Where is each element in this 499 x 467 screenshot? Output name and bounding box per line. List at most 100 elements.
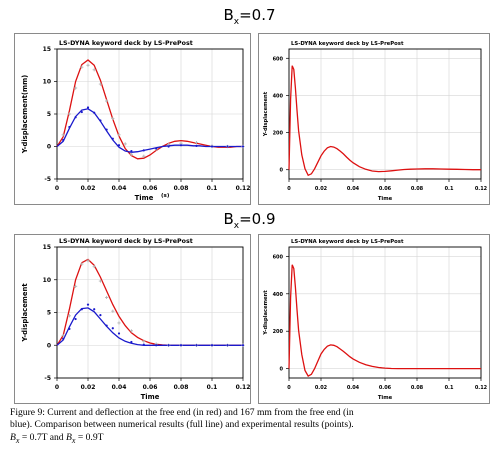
caption-line-2: blue). Comparison between numerical resu… bbox=[10, 419, 354, 431]
x-tick-label: 0.12 bbox=[475, 385, 488, 391]
data-point-experimental-current bbox=[80, 65, 84, 69]
chart-panel-deflection-bx07: LS-DYNA keyword deck by LS-PrePost 0 0.02 0… bbox=[14, 33, 251, 205]
y-tick-label: 200 bbox=[273, 131, 284, 137]
data-point-experimental-deflection bbox=[155, 344, 158, 347]
plot-frame bbox=[288, 48, 482, 180]
series-line-blue bbox=[56, 307, 243, 346]
section-title-bx07: Bx=0.7 bbox=[223, 6, 276, 27]
data-point-experimental-deflection bbox=[142, 149, 145, 152]
data-point-experimental-deflection bbox=[130, 340, 133, 344]
data-point-experimental-deflection bbox=[80, 308, 83, 311]
data-point-experimental-deflection bbox=[142, 343, 145, 346]
chart-title: LS-DYNA keyword deck by LS-PrePost bbox=[59, 40, 193, 47]
data-point-experimental-deflection bbox=[241, 344, 245, 347]
data-point-experimental-deflection bbox=[210, 344, 214, 347]
x-tick-label: 0 bbox=[287, 385, 291, 391]
data-point-experimental-current bbox=[98, 82, 102, 86]
x-tick-label: 0.12 bbox=[236, 185, 251, 192]
data-point-experimental-deflection bbox=[155, 147, 158, 150]
data-point-experimental-deflection bbox=[105, 128, 108, 131]
data-point-experimental-deflection bbox=[80, 110, 83, 114]
y-tick-label: 15 bbox=[43, 244, 51, 251]
data-point-experimental-current bbox=[74, 284, 78, 288]
x-tick-label: 0.08 bbox=[411, 186, 424, 192]
x-tick-label: 0.04 bbox=[347, 385, 360, 391]
y-tick-label: 10 bbox=[43, 277, 51, 284]
data-point-experimental-current bbox=[67, 314, 71, 318]
y-tick-label: -5 bbox=[44, 176, 51, 183]
x-tick-label: 0.04 bbox=[347, 186, 360, 192]
data-point-experimental-deflection bbox=[99, 119, 102, 122]
data-point-experimental-deflection bbox=[226, 344, 229, 347]
x-tick-label: 0.02 bbox=[315, 385, 328, 391]
x-tick-label: 0.1 bbox=[207, 185, 218, 192]
chart-title: LS-DYNA keyword deck by LS-PrePost bbox=[59, 238, 193, 245]
chart-current-bx09: LS-DYNA keyword deck by LS-PrePost 0 0.02 0… bbox=[263, 239, 488, 401]
data-point-experimental-deflection bbox=[179, 344, 183, 347]
data-point-experimental-current bbox=[117, 133, 121, 137]
x-tick-label: 0 bbox=[287, 186, 291, 192]
x-tick-label: 0 bbox=[55, 384, 59, 391]
data-point-experimental-deflection bbox=[210, 145, 214, 148]
x-tick-label: 0.06 bbox=[379, 385, 392, 391]
caption-line-1: Figure 9: Current and deflection at the … bbox=[10, 407, 354, 418]
data-point-experimental-deflection bbox=[167, 145, 170, 148]
y-tick-label: 15 bbox=[43, 46, 51, 53]
data-point-experimental-current bbox=[61, 333, 65, 338]
data-point-experimental-current bbox=[142, 339, 146, 343]
figure-caption: Figure 9: Current and deflection at the … bbox=[10, 407, 490, 447]
data-point-experimental-deflection bbox=[117, 144, 121, 147]
section-title-bx09: Bx=0.9 bbox=[223, 210, 276, 231]
x-tick-label: 0.1 bbox=[445, 385, 454, 391]
x-axis-label: Time bbox=[378, 196, 393, 202]
data-point-experimental-current bbox=[67, 112, 71, 116]
x-tick-label: 0.06 bbox=[143, 384, 158, 391]
data-point-experimental-deflection bbox=[195, 144, 198, 147]
x-tick-label: 0.06 bbox=[379, 186, 392, 192]
data-point-experimental-deflection bbox=[111, 327, 114, 330]
data-point-experimental-current bbox=[74, 86, 78, 90]
caption-line-3: Bx = 0.7T and Bx = 0.9T bbox=[10, 431, 104, 445]
x-tick-label: 0.12 bbox=[236, 384, 251, 391]
y-axis-label: Y-displacement bbox=[263, 290, 269, 336]
x-tick-label: 0.12 bbox=[475, 186, 488, 192]
data-point-experimental-current bbox=[117, 321, 121, 325]
data-point-experimental-deflection bbox=[241, 145, 245, 148]
data-point-experimental-deflection bbox=[62, 138, 65, 142]
data-point-experimental-current bbox=[111, 309, 115, 313]
data-point-experimental-deflection bbox=[68, 125, 71, 129]
data-point-experimental-current bbox=[194, 141, 199, 145]
x-tick-label: 0.04 bbox=[112, 185, 127, 192]
chart-panel-current-bx07: LS-DYNA keyword deck by LS-PrePost 0 0.02 0… bbox=[258, 33, 490, 205]
x-tick-label: 0.02 bbox=[81, 185, 96, 192]
data-point-experimental-deflection bbox=[99, 314, 102, 317]
y-tick-label: 0 bbox=[47, 144, 51, 151]
y-tick-label: -5 bbox=[44, 375, 51, 382]
y-tick-label: 10 bbox=[43, 79, 51, 86]
y-axis-label: Y-displacement bbox=[21, 283, 29, 343]
data-point-experimental-current bbox=[92, 265, 96, 269]
chart-current-bx07: LS-DYNA keyword deck by LS-PrePost 0 0.02 0… bbox=[263, 41, 488, 202]
chart-deflection-bx07: LS-DYNA keyword deck by LS-PrePost 0 0.02 0… bbox=[21, 40, 251, 202]
chart-deflection-bx09: LS-DYNA keyword deck by LS-PrePost 0 0.02 0… bbox=[21, 238, 251, 401]
series-line-red bbox=[288, 264, 481, 377]
data-point-experimental-current bbox=[105, 99, 109, 103]
data-point-experimental-current bbox=[111, 116, 115, 121]
data-point-experimental-current bbox=[92, 68, 96, 72]
data-point-experimental-deflection bbox=[93, 308, 96, 311]
data-point-experimental-deflection bbox=[86, 106, 90, 109]
y-tick-label: 0 bbox=[47, 342, 51, 349]
data-point-experimental-current bbox=[86, 63, 90, 67]
data-point-experimental-deflection bbox=[62, 337, 65, 340]
y-tick-label: 600 bbox=[273, 56, 284, 62]
plot-frame bbox=[288, 246, 482, 379]
x-tick-label: 0.1 bbox=[445, 186, 454, 192]
data-point-experimental-current bbox=[129, 329, 133, 333]
data-point-experimental-current bbox=[80, 262, 84, 266]
data-point-experimental-current bbox=[98, 279, 102, 283]
plot-frame bbox=[56, 246, 244, 379]
x-tick-label: 0.06 bbox=[143, 185, 158, 192]
x-tick-label: 0.08 bbox=[174, 185, 189, 192]
x-tick-label: 0.02 bbox=[315, 186, 328, 192]
y-axis-label: Y-displacement(mm) bbox=[21, 75, 29, 155]
